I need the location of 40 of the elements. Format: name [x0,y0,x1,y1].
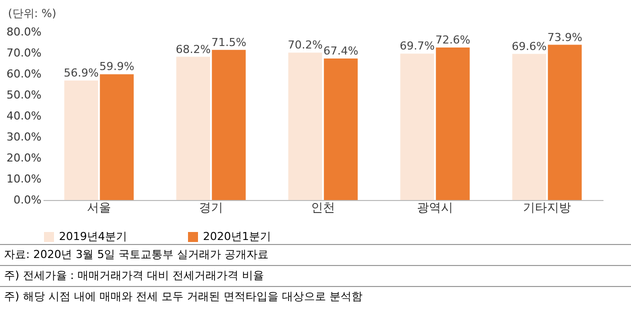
data-label: 72.6% [435,34,470,47]
y-tick-label: 50.0% [6,88,42,102]
data-label: 70.2% [288,38,323,52]
x-tick-label: 기타지방 [523,200,571,214]
y-tick-label: 0.0% [14,194,42,206]
y-tick-label: 10.0% [6,172,42,186]
bar [548,44,582,200]
text: 주) 해당 시점 내에 매매와 전세 모두 거래된 면적타입을 대상으로 분석함 [0,286,631,307]
data-label: 67.4% [323,44,358,58]
bar [324,58,358,200]
text: 자료: 2020년 3월 5일 국토교통부 실거래가 공개자료 [0,244,631,265]
x-tick-label: 광역시 [417,200,453,214]
bar [176,56,210,200]
x-tick-label: 인천 [311,200,335,214]
data-label: 59.9% [99,60,134,74]
bar [512,54,546,200]
data-label: 56.9% [64,66,99,80]
y-tick-label: 30.0% [6,130,42,144]
legend-label: 2020년1분기 [203,230,271,243]
x-tick-label: 서울 [87,200,111,214]
bar [212,50,246,200]
y-tick-label: 40.0% [6,110,42,122]
y-tick-label: 80.0% [6,26,42,38]
y-tick-label: 70.0% [6,46,42,60]
y-tick-label: 60.0% [6,68,42,80]
data-label: 69.6% [512,40,547,53]
x-tick-label: 경기 [199,200,223,214]
bar [288,52,322,200]
data-label: 69.7% [400,40,435,53]
data-label: 68.2% [176,42,211,56]
y-tick-label: 20.0% [6,152,42,164]
legend-label: 2019년4분기 [59,230,127,243]
bar [64,80,98,200]
text: (단위: %) [7,6,58,22]
bar [436,48,470,200]
bar [100,74,134,200]
data-label: 71.5% [211,36,246,49]
data-label: 73.9% [547,30,582,44]
text: 주) 전세가율 : 매매거래가격 대비 전세거래가격 비율 [0,265,631,286]
bar [400,54,434,200]
